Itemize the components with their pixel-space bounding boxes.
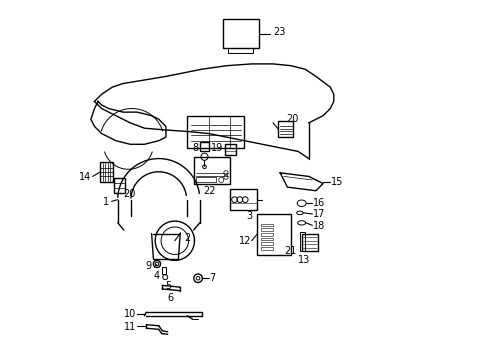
Text: 7: 7 [208,273,215,283]
Bar [196,177,216,182]
Text: 5: 5 [165,281,171,291]
Text: 14: 14 [79,172,91,182]
Bar [114,178,124,193]
Text: 1: 1 [103,197,109,207]
Text: 19: 19 [210,143,223,153]
Bar [194,157,230,184]
Bar [100,162,113,182]
Text: 15: 15 [330,177,343,187]
Text: 22: 22 [203,186,216,196]
Text: 4: 4 [153,271,159,282]
Bar [260,242,272,245]
Bar [200,143,208,152]
Text: 6: 6 [167,293,173,302]
Bar [223,19,258,48]
Bar [260,247,272,249]
Text: 3: 3 [246,211,252,221]
Bar [278,121,292,137]
Text: 18: 18 [312,221,325,231]
Bar [187,116,244,148]
Bar [257,214,290,255]
Text: 23: 23 [272,27,285,37]
Text: 20: 20 [286,113,299,123]
Text: 10: 10 [124,309,136,319]
Bar [162,267,165,274]
Bar [260,238,272,240]
Text: 17: 17 [312,209,325,219]
Bar [299,232,305,251]
Bar [228,48,253,53]
Text: 21: 21 [284,247,296,256]
Bar [301,234,317,251]
Bar [260,224,272,226]
Text: 13: 13 [298,255,310,265]
Text: 8: 8 [192,143,198,153]
Text: 2: 2 [183,233,190,243]
Text: 16: 16 [312,198,325,208]
Bar [230,189,257,210]
Bar [224,144,235,155]
Bar [260,228,272,231]
Text: 11: 11 [124,322,136,332]
Text: 9: 9 [145,261,151,271]
Text: 20: 20 [123,189,135,199]
Bar [260,233,272,236]
Text: 12: 12 [238,237,250,247]
